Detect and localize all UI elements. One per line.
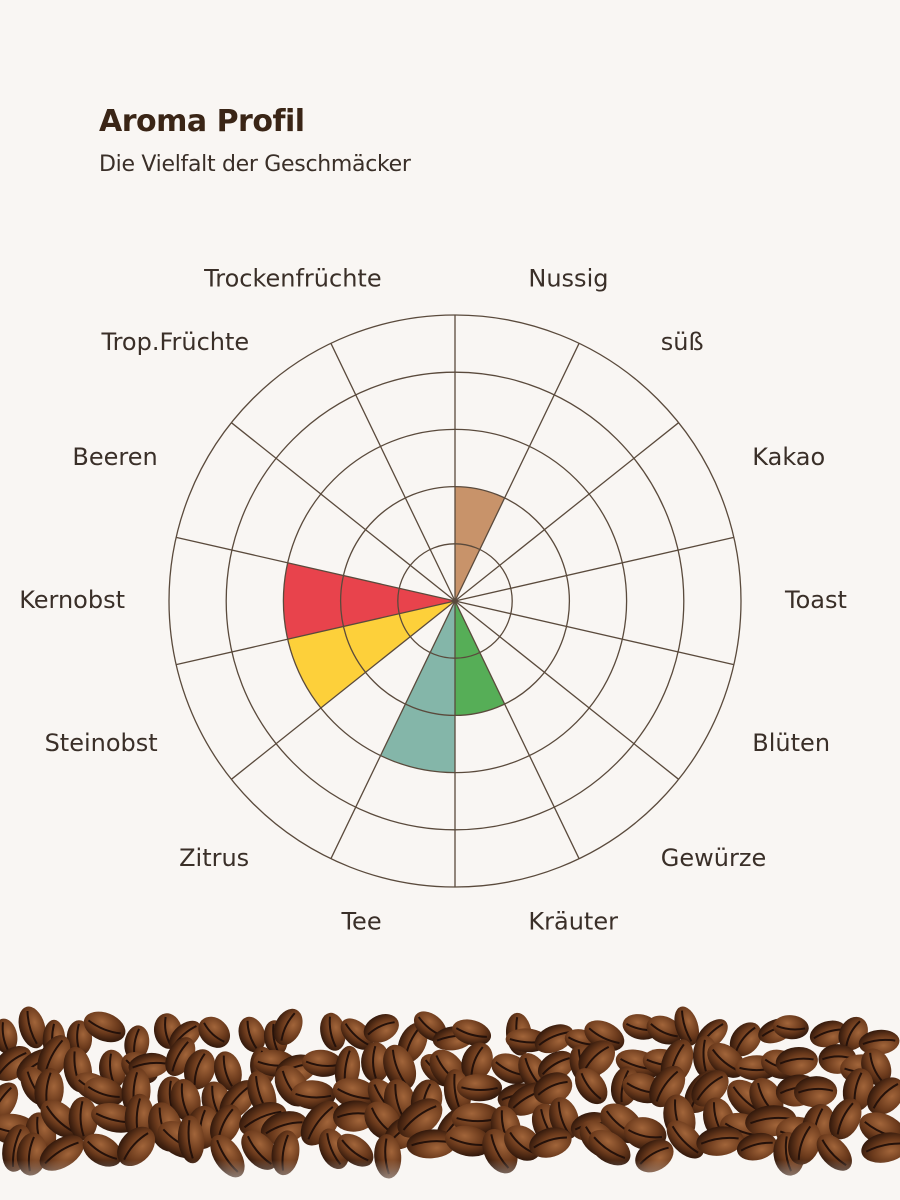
coffee-bean (170, 1079, 201, 1122)
coffee-bean (238, 1016, 266, 1053)
grid-spoke (176, 600, 456, 666)
category-label-2: Kakao (752, 443, 825, 471)
grid-spoke (176, 536, 456, 602)
coffee-bean (18, 1006, 46, 1049)
coffee-bean (861, 1132, 900, 1163)
coffee-bean (537, 1050, 575, 1082)
category-label-10: Kernobst (19, 586, 125, 614)
coffee-bean (0, 1018, 18, 1054)
category-label-1: süß (661, 328, 704, 356)
coffee-bean (117, 1126, 156, 1167)
wedge-9 (287, 601, 455, 708)
coffee-bean (775, 1046, 818, 1077)
category-label-9: Steinobst (45, 729, 158, 757)
coffee-bean (729, 1022, 762, 1057)
grid-spoke (454, 600, 580, 859)
grid-spoke (330, 600, 456, 859)
category-label-13: Trockenfrüchte (203, 264, 381, 292)
aroma-polar-chart: Nussig süß Kakao Toast Blüten Gewürze Kräuter T… (19, 264, 847, 935)
grid-spoke (330, 343, 456, 602)
coffee-bean (340, 1018, 374, 1050)
coffee-bean (68, 1096, 98, 1141)
coffee-bean (302, 1049, 343, 1077)
category-label-11: Beeren (72, 443, 157, 471)
grid-spoke (454, 600, 680, 780)
coffee-bean (461, 1042, 493, 1082)
coffee-bean (696, 1126, 744, 1156)
coffee-bean (320, 1012, 346, 1051)
category-label-6: Kräuter (528, 908, 618, 936)
grid (168, 314, 742, 888)
coffee-bean (574, 1068, 608, 1105)
chart-title: Aroma Profil (99, 104, 305, 139)
coffee-bean (578, 1040, 616, 1077)
grid-spoke (230, 422, 456, 602)
coffee-beans-image (0, 1006, 900, 1200)
coffee-bean (213, 1051, 242, 1091)
wedge-7 (380, 601, 455, 773)
coffee-bean (588, 1129, 631, 1166)
coffee-bean (867, 1077, 900, 1115)
grid-spoke (454, 536, 734, 602)
grid-spoke (454, 600, 734, 666)
category-label-3: Toast (784, 586, 847, 614)
wedge-0 (455, 486, 505, 601)
category-label-8: Zitrus (179, 844, 249, 872)
coffee-bean (829, 1098, 862, 1140)
coffee-bean (0, 1082, 19, 1124)
coffee-bean (858, 1029, 900, 1055)
category-label-4: Blüten (752, 729, 830, 757)
coffee-bean (40, 1099, 80, 1138)
category-label-7: Tee (340, 908, 381, 936)
coffee-bean (534, 1024, 574, 1054)
category-label-0: Nussig (528, 264, 608, 292)
category-label-5: Gewürze (661, 844, 766, 872)
coffee-bean (646, 1015, 682, 1045)
coffee-bean (361, 1042, 391, 1083)
coffee-bean (273, 1008, 303, 1046)
coffee-bean (788, 1121, 821, 1165)
category-labels: Nussig süß Kakao Toast Blüten Gewürze Kräuter T… (19, 264, 847, 935)
wedge-6 (455, 601, 505, 716)
coffee-bean (533, 1072, 573, 1105)
coffee-bean (363, 1014, 399, 1043)
coffee-bean (83, 1011, 126, 1043)
grid-spoke (230, 600, 456, 780)
coffee-bean (397, 1098, 443, 1138)
coffee-bean (184, 1049, 216, 1090)
grid-spoke (454, 422, 680, 602)
coffee-bean (773, 1015, 809, 1040)
coffee-bean (337, 1133, 374, 1167)
coffee-bean (177, 1115, 205, 1164)
coffee-bean (529, 1127, 572, 1158)
grid-spoke (454, 343, 580, 602)
coffee-bean (82, 1133, 122, 1167)
coffee-bean (198, 1016, 231, 1048)
category-label-12: Trop.Früchte (100, 328, 249, 356)
coffee-bean (83, 1077, 125, 1107)
coffee-bean (691, 1070, 729, 1107)
coffee-bean (794, 1076, 838, 1108)
coffee-bean (674, 1006, 700, 1046)
coffee-bean (452, 1019, 492, 1046)
wedge-10 (283, 562, 455, 640)
coffee-bean (456, 1073, 503, 1102)
chart-subtitle: Die Vielfalt der Geschmäcker (99, 152, 411, 177)
coffee-bean (736, 1132, 777, 1161)
coffee-bean (666, 1120, 705, 1159)
wedges (283, 486, 505, 773)
